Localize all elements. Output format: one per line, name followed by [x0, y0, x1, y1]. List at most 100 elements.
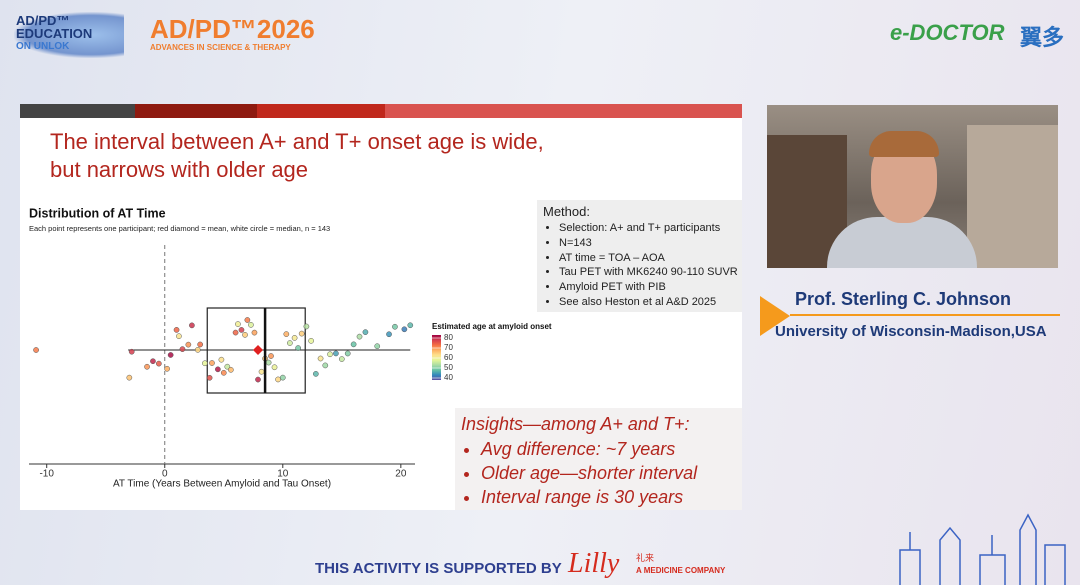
- point: [356, 333, 363, 340]
- stripe: [20, 104, 135, 118]
- method-item: Tau PET with MK6240 90-110 SUVR: [559, 265, 742, 280]
- point: [238, 327, 245, 333]
- point: [308, 337, 314, 344]
- point: [164, 365, 170, 372]
- point: [298, 330, 305, 337]
- point: [283, 331, 290, 337]
- x-tick-label: -10: [39, 469, 54, 480]
- point: [209, 360, 215, 366]
- right-logo: e-DOCTOR: [890, 20, 1005, 45]
- point: [232, 329, 239, 336]
- brain-logo: [14, 12, 124, 58]
- shoulders: [827, 217, 977, 268]
- point: [362, 329, 369, 335]
- speaker-name: Prof. Sterling C. Johnson: [795, 289, 1012, 309]
- method-item: AT time = TOA – AOA: [559, 251, 742, 266]
- slide: The interval between A+ and T+ onset age…: [20, 104, 742, 510]
- logo-line: ON UNLOK: [16, 41, 70, 52]
- right-logo-cn: 翼多: [1020, 25, 1065, 50]
- point: [303, 323, 310, 330]
- logo-line: AD/PD™: [16, 13, 70, 28]
- point: [350, 341, 357, 348]
- x-tick-label: 10: [277, 469, 289, 480]
- x-tick-label: 20: [395, 469, 407, 480]
- point: [173, 327, 180, 333]
- event-logo: AD/PD™2026: [150, 14, 315, 44]
- hair: [869, 131, 939, 157]
- point: [291, 335, 298, 341]
- mean-diamond: [253, 345, 264, 355]
- point: [150, 358, 156, 365]
- method-heading: Method:: [543, 204, 590, 219]
- colorbar-tick-label: 40: [444, 373, 453, 382]
- point: [392, 323, 398, 330]
- point: [271, 364, 278, 371]
- point: [333, 350, 339, 357]
- colorbar-tick-label: 70: [444, 343, 453, 352]
- insights-list: Avg difference: ~7 years Older age—short…: [455, 437, 742, 509]
- point: [155, 360, 162, 367]
- stripe: [385, 104, 742, 118]
- point: [338, 356, 345, 362]
- colorbar-title: Estimated age at amyloid onset: [432, 322, 552, 331]
- title-line: but narrows with older age: [50, 157, 309, 182]
- support-text: THIS ACTIVITY IS SUPPORTED BY: [315, 560, 562, 577]
- point: [128, 348, 135, 355]
- point: [126, 374, 133, 381]
- colorbar: [432, 335, 441, 380]
- point: [144, 363, 150, 370]
- slide-title: The interval between A+ and T+ onset age…: [50, 128, 544, 184]
- point: [33, 347, 39, 353]
- method-item: Selection: A+ and T+ participants: [559, 221, 742, 236]
- insights-box: Insights—among A+ and T+: Avg difference…: [455, 408, 742, 510]
- insights-item: Older age—shorter interval: [481, 461, 742, 485]
- insights-item: Interval range is 30 years: [481, 485, 742, 509]
- method-item: N=143: [559, 236, 742, 251]
- point: [295, 345, 301, 351]
- x-tick-label: 0: [162, 469, 168, 480]
- point: [279, 374, 286, 381]
- point: [215, 366, 221, 373]
- point: [258, 368, 265, 375]
- point: [197, 341, 204, 348]
- point: [344, 350, 351, 357]
- point: [185, 341, 192, 348]
- point: [255, 376, 261, 383]
- event-tagline: ADVANCES IN SCIENCE & THERAPY: [150, 43, 291, 52]
- point: [327, 351, 333, 358]
- sponsor-cn: 礼来: [636, 553, 655, 563]
- point: [248, 322, 254, 328]
- left-logo: AD/PD™ EDUCATION ON UNLOK: [16, 14, 92, 53]
- stripe: [257, 104, 385, 118]
- city-skyline: [899, 513, 1066, 585]
- point: [194, 347, 201, 353]
- method-item: Amyloid PET with PIB: [559, 280, 742, 295]
- sponsor-tagline: A MEDICINE COMPANY: [636, 566, 726, 575]
- stripe: [135, 104, 257, 118]
- title-line: The interval between A+ and T+ onset age…: [50, 129, 544, 154]
- method-item: See also Heston et al A&D 2025: [559, 295, 742, 310]
- point: [265, 359, 272, 366]
- method-list: Selection: A+ and T+ participants N=143 …: [537, 221, 742, 310]
- name-marker: [760, 296, 790, 336]
- colorbar-tick-label: 60: [444, 353, 453, 362]
- point: [220, 369, 227, 376]
- point: [189, 322, 195, 329]
- point: [167, 352, 174, 358]
- box: [206, 307, 306, 394]
- name-rule: [790, 314, 1060, 316]
- chart-title: Distribution of AT Time: [29, 206, 166, 220]
- point: [235, 321, 241, 327]
- chart-subtitle: Each point represents one participant; r…: [29, 224, 330, 233]
- point: [287, 340, 293, 346]
- speaker-affiliation: University of Wisconsin-Madison,USA: [775, 323, 1047, 340]
- x-axis-label: AT Time (Years Between Amyloid and Tau O…: [113, 479, 331, 490]
- point: [386, 331, 392, 338]
- point: [218, 356, 225, 363]
- insights-item: Avg difference: ~7 years: [481, 437, 742, 461]
- point: [179, 346, 186, 352]
- insights-heading: Insights—among A+ and T+:: [461, 414, 690, 434]
- method-box: Method: Selection: A+ and T+ participant…: [537, 200, 742, 312]
- point: [268, 353, 274, 359]
- point: [322, 362, 329, 369]
